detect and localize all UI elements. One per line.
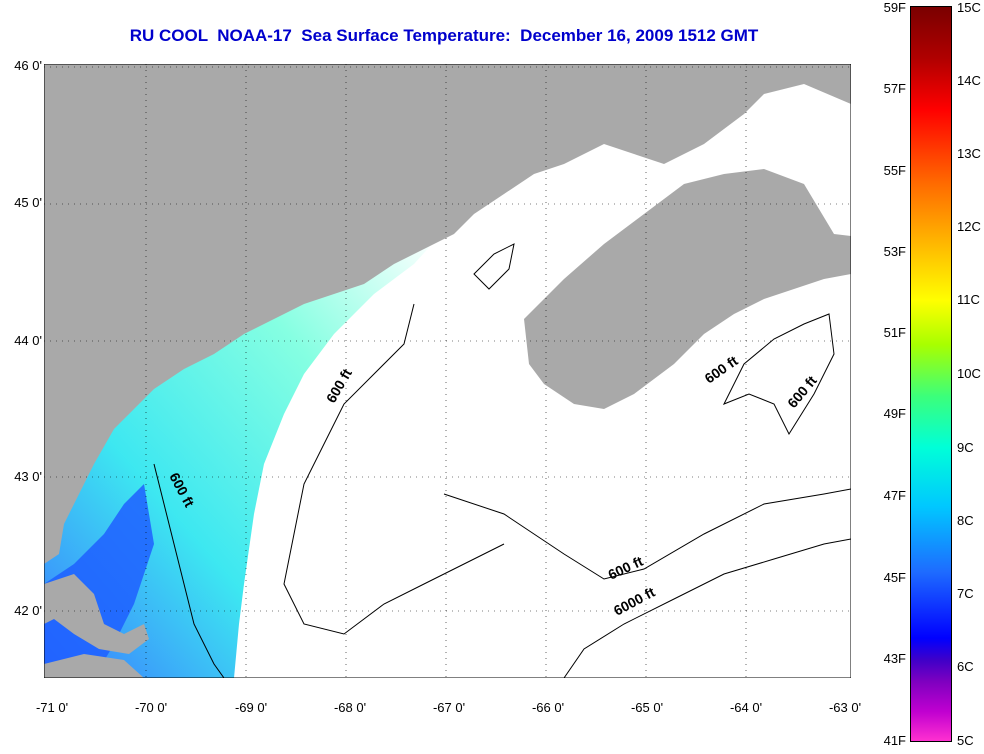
lon-tick-64: -64 0' [729,700,763,715]
lon-tick-67: -67 0' [432,700,466,715]
contour-6000ft [563,538,851,678]
lon-tick-71: -71 0' [35,700,69,715]
lon-tick-65: -65 0' [630,700,664,715]
colorbar-f-53: 53F [883,244,906,259]
land-cape-cod [44,574,149,654]
colorbar-c-11: 11C [957,292,980,307]
contour-bank [473,243,515,290]
lon-tick-68: -68 0' [333,700,367,715]
colorbar-c-9: 9C [957,440,974,455]
colorbar-f-43: 43F [883,651,906,666]
colorbar-c-5: 5C [957,733,974,748]
colorbar-c-10: 10C [957,366,981,381]
colorbar-f-41: 41F [883,733,906,748]
colorbar-c-7: 7C [957,586,974,601]
contour-600ft-shelf [443,488,851,580]
lat-tick-42: 42 0' [14,603,42,618]
lat-tick-45: 45 0' [14,195,42,210]
colorbar-c-14: 14C [957,73,981,88]
colorbar-f-49: 49F [883,406,906,421]
land-nova-scotia [524,169,851,409]
contour-600ft-gulf [153,463,225,678]
lon-tick-66: -66 0' [531,700,565,715]
page-title: RU COOL NOAA-17 Sea Surface Temperature:… [129,26,759,45]
colorbar-c-12: 12C [957,219,981,234]
lat-tick-44: 44 0' [14,333,42,348]
contour-600ft-basin [283,303,505,635]
contour-600ft-east [722,313,835,436]
lat-tick-46: 46 0' [14,58,42,73]
lon-tick-70: -70 0' [134,700,168,715]
colorbar-c-8: 8C [957,513,974,528]
lon-tick-63: -63 0' [828,700,862,715]
map-gridlines [44,64,851,678]
lon-tick-69: -69 0' [234,700,268,715]
colorbar-c-15: 15C [957,0,981,15]
colorbar-c-6: 6C [957,659,974,674]
map-canvas: 600 ft 600 ft 600 ft 600 ft 600 ft 6000 … [44,64,851,678]
colorbar-f-59: 59F [883,0,906,15]
temperature-colorbar [910,6,952,742]
colorbar-c-13: 13C [957,146,981,161]
colorbar-f-55: 55F [883,163,906,178]
land-mainland [44,64,851,564]
lat-tick-43: 43 0' [14,469,42,484]
sst-map: 600 ft 600 ft 600 ft 600 ft 600 ft 6000 … [44,64,851,678]
colorbar-f-51: 51F [883,325,906,340]
colorbar-f-45: 45F [883,570,906,585]
colorbar-f-57: 57F [883,81,906,96]
land-islands [44,654,144,678]
colorbar-f-47: 47F [883,488,906,503]
